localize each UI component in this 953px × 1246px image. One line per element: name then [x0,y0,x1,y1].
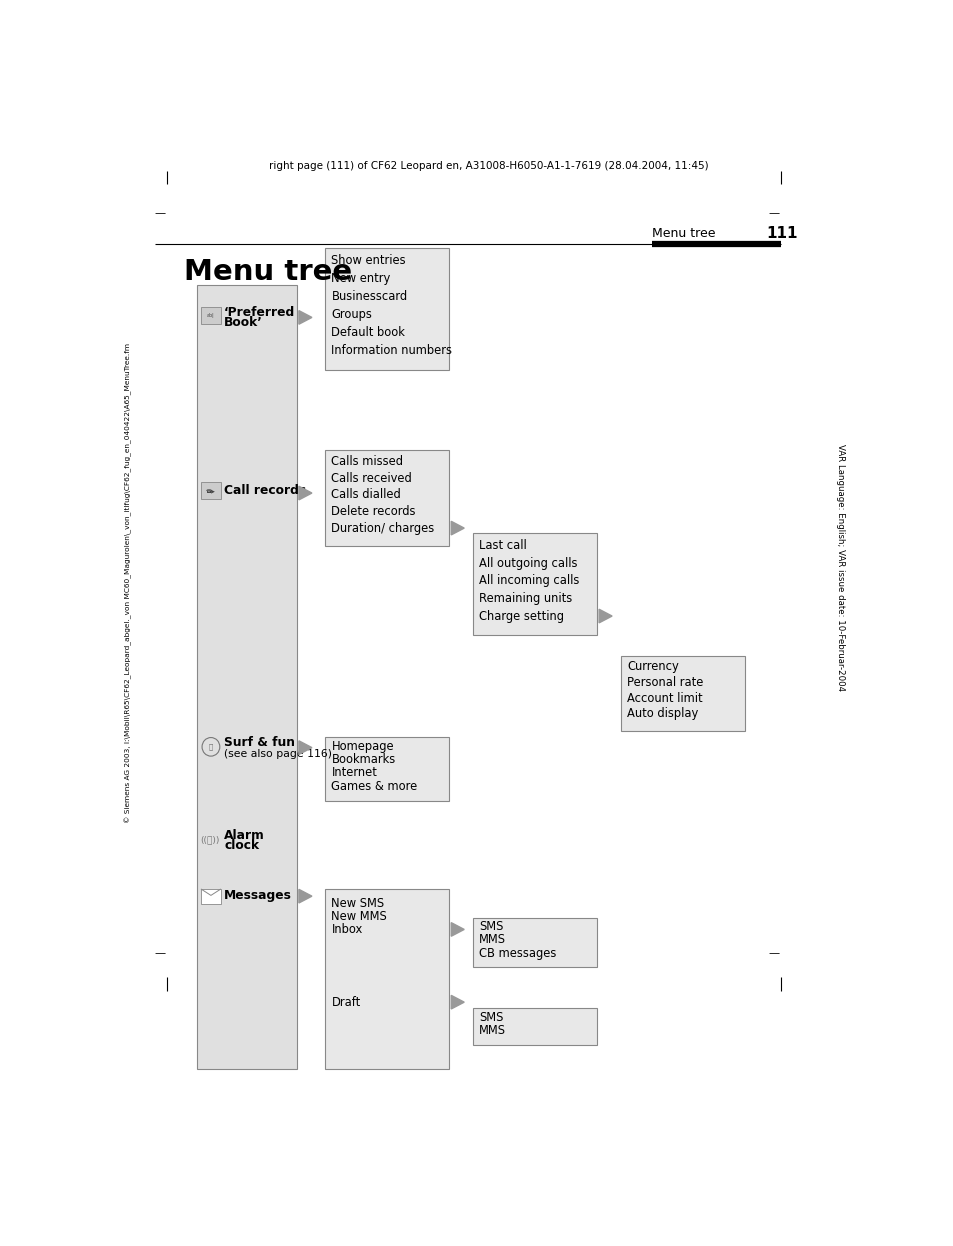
Text: —: — [154,208,166,218]
Text: —: — [767,948,779,958]
Text: ((⏰)): ((⏰)) [200,835,220,845]
Text: Ⓢ: Ⓢ [209,744,213,750]
FancyBboxPatch shape [324,890,449,1069]
Polygon shape [298,310,312,324]
Polygon shape [451,996,464,1009]
Text: MMS: MMS [478,933,506,947]
Polygon shape [298,486,312,500]
Text: Auto display: Auto display [626,708,698,720]
Text: right page (111) of CF62 Leopard en, A31008-H6050-A1-1-7619 (28.04.2004, 11:45): right page (111) of CF62 Leopard en, A31… [269,161,708,171]
Text: Delete records: Delete records [331,505,416,518]
Text: Menu tree: Menu tree [651,227,715,239]
Text: VAR Language: English; VAR issue date: 10-Februar-2004: VAR Language: English; VAR issue date: 1… [835,444,843,690]
Text: Messages: Messages [224,888,292,902]
Text: © Siemens AG 2003, I:\Mobil\R65\CF62_Leopard_abgel._von MC60_Magurolen\_von_itlf: © Siemens AG 2003, I:\Mobil\R65\CF62_Leo… [124,343,132,822]
Text: Alarm: Alarm [224,829,265,841]
Text: Personal rate: Personal rate [626,675,702,689]
Text: Bookmarks: Bookmarks [331,753,395,766]
Text: 111: 111 [765,226,797,240]
FancyBboxPatch shape [201,482,220,500]
Text: Last call: Last call [478,540,526,552]
FancyBboxPatch shape [196,285,296,1069]
Text: Calls missed: Calls missed [331,455,403,468]
Text: (see also page 116): (see also page 116) [224,749,332,759]
Text: Groups: Groups [331,308,372,320]
FancyBboxPatch shape [472,533,597,635]
Text: CB messages: CB messages [478,947,557,959]
Text: New entry: New entry [331,272,391,285]
Text: New SMS: New SMS [331,897,384,910]
FancyBboxPatch shape [324,450,449,547]
Text: Surf & fun: Surf & fun [224,736,294,749]
Text: Businesscard: Businesscard [331,290,407,303]
Text: Draft: Draft [331,996,360,1009]
Text: New MMS: New MMS [331,910,387,923]
Text: Menu tree: Menu tree [184,258,352,285]
Text: Show entries: Show entries [331,254,406,267]
Text: Book’: Book’ [224,316,263,329]
Polygon shape [298,890,312,903]
Text: SMS: SMS [478,921,503,933]
Text: clock: clock [224,839,259,851]
FancyBboxPatch shape [324,248,449,370]
Text: Calls dialled: Calls dialled [331,488,401,501]
Text: MMS: MMS [478,1024,506,1038]
Text: Remaining units: Remaining units [478,592,572,606]
Text: Account limit: Account limit [626,692,702,705]
Text: Charge setting: Charge setting [478,609,564,623]
Text: Homepage: Homepage [331,740,394,753]
FancyBboxPatch shape [472,918,597,967]
Text: Calls received: Calls received [331,471,412,485]
Text: Internet: Internet [331,766,377,780]
Text: Default book: Default book [331,325,405,339]
Polygon shape [598,609,612,623]
Polygon shape [451,521,464,535]
Polygon shape [298,741,312,754]
FancyBboxPatch shape [619,655,744,731]
Text: abǀ: abǀ [207,314,214,319]
Text: Information numbers: Information numbers [331,344,452,356]
FancyBboxPatch shape [324,736,449,801]
Text: Games & more: Games & more [331,780,417,792]
Polygon shape [451,922,464,936]
Text: Duration/ charges: Duration/ charges [331,522,435,535]
Text: Call records: Call records [224,485,306,497]
FancyBboxPatch shape [472,1008,597,1045]
Text: All incoming calls: All incoming calls [478,574,579,587]
Text: All outgoing calls: All outgoing calls [478,557,578,569]
FancyBboxPatch shape [201,890,220,903]
Text: —: — [154,948,166,958]
Text: ☎▶: ☎▶ [206,488,215,493]
Text: Inbox: Inbox [331,923,362,936]
Text: —: — [767,208,779,218]
Text: SMS: SMS [478,1012,503,1024]
Text: Currency: Currency [626,660,679,673]
FancyBboxPatch shape [201,307,220,324]
Text: ‘Preferred: ‘Preferred [224,305,295,319]
